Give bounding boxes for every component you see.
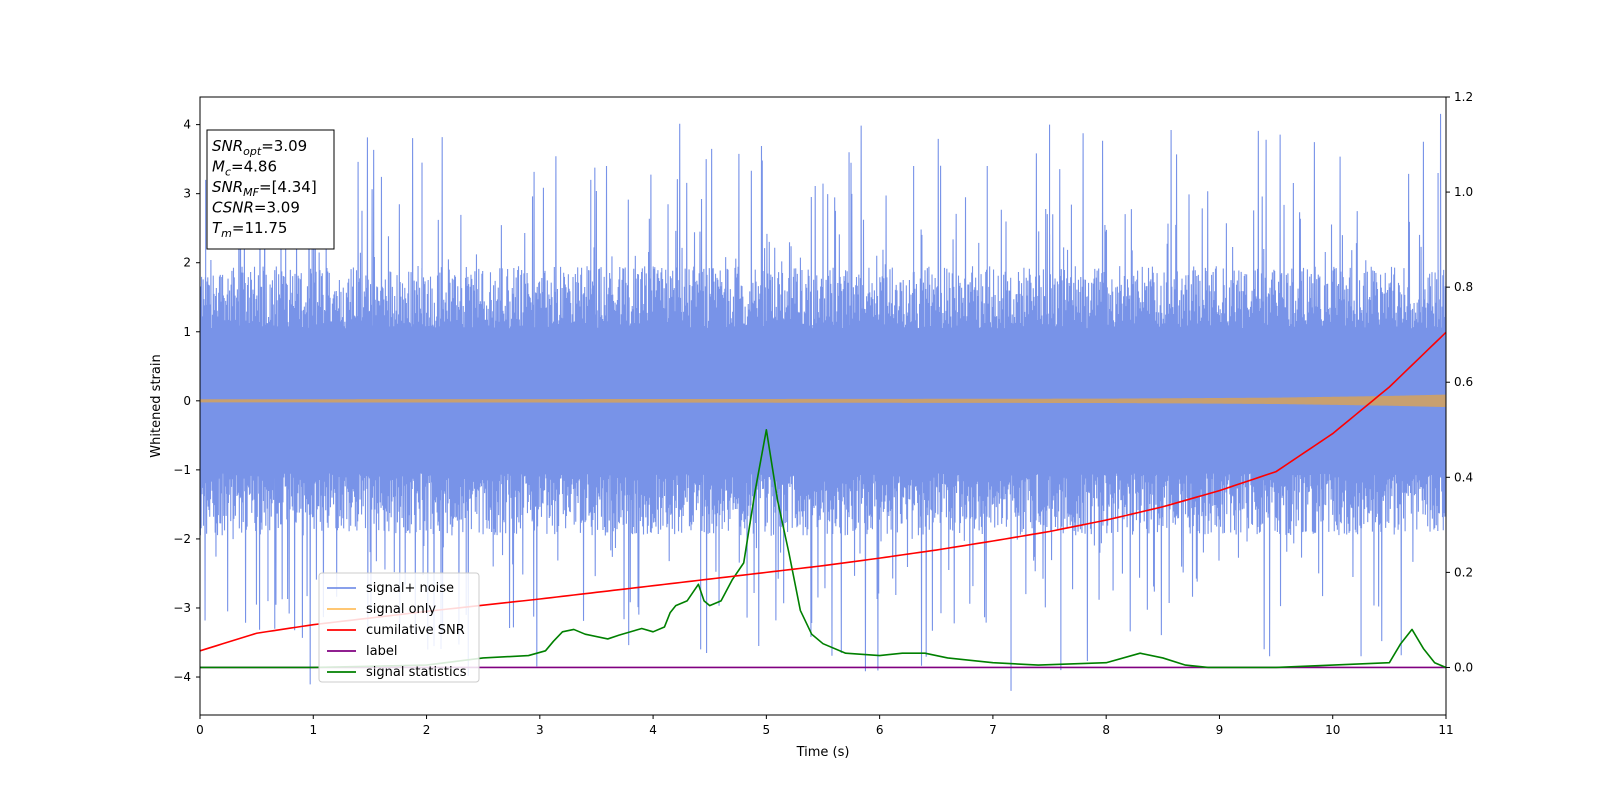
y-left-tick-label: 4 <box>183 118 191 132</box>
x-tick-label: 10 <box>1325 723 1340 737</box>
y-left-axis-label: Whitened strain <box>149 354 164 457</box>
x-tick-label: 11 <box>1438 723 1453 737</box>
y-right-axis-ticks: 0.0 0.2 0.4 0.6 0.8 1.0 1.2 <box>1446 90 1473 674</box>
annotation-line: Mc=4.86 <box>212 158 277 179</box>
y-right-tick-label: 1.0 <box>1454 185 1473 199</box>
annotation-line: SNRMF=[4.34] <box>212 178 317 199</box>
y-right-tick-label: 0.8 <box>1454 280 1473 294</box>
legend-label: label <box>366 644 397 659</box>
x-tick-label: 9 <box>1216 723 1224 737</box>
y-left-tick-label: −2 <box>173 532 191 546</box>
series-signal-noise <box>200 113 1446 691</box>
annotation-line: CSNR=3.09 <box>212 199 300 217</box>
legend-label: signal+ noise <box>366 581 454 596</box>
legend-label: signal only <box>366 602 436 617</box>
plot-frame <box>199 96 1447 716</box>
series-signal-only <box>200 394 1446 408</box>
y-left-tick-label: −3 <box>173 601 191 615</box>
y-left-tick-label: 0 <box>183 394 191 408</box>
x-tick-label: 8 <box>1102 723 1110 737</box>
y-right-tick-label: 0.4 <box>1454 470 1473 484</box>
x-tick-label: 4 <box>649 723 657 737</box>
y-left-tick-label: 3 <box>183 187 191 201</box>
x-tick-label: 2 <box>423 723 431 737</box>
y-left-tick-label: −4 <box>173 670 191 684</box>
y-left-tick-label: −1 <box>173 463 191 477</box>
y-left-tick-label: 2 <box>183 256 191 270</box>
x-tick-label: 0 <box>196 723 204 737</box>
x-tick-label: 1 <box>309 723 317 737</box>
y-left-tick-label: 1 <box>183 325 191 339</box>
y-right-tick-label: 1.2 <box>1454 90 1473 104</box>
legend: signal+ noise signal only cumilative SNR la… <box>318 572 480 683</box>
legend-label: signal statistics <box>366 665 467 680</box>
x-tick-label: 7 <box>989 723 997 737</box>
x-tick-label: 5 <box>763 723 771 737</box>
y-right-tick-label: 0.2 <box>1454 565 1473 579</box>
y-right-tick-label: 0.0 <box>1454 660 1473 674</box>
x-tick-label: 3 <box>536 723 544 737</box>
x-tick-label: 6 <box>876 723 884 737</box>
y-right-tick-label: 0.6 <box>1454 375 1473 389</box>
annotation-line: SNRopt=3.09 <box>212 137 307 158</box>
x-axis-ticks: 0 1 2 3 4 5 6 7 8 9 10 11 <box>196 715 1454 737</box>
x-axis-label: Time (s) <box>796 745 850 760</box>
y-left-axis-ticks: −4 −3 −2 −1 0 1 2 3 4 <box>173 118 200 684</box>
annotation-line: Tm=11.75 <box>212 219 287 240</box>
series-signal-statistics <box>200 428 1446 669</box>
legend-label: cumilative SNR <box>366 623 465 638</box>
